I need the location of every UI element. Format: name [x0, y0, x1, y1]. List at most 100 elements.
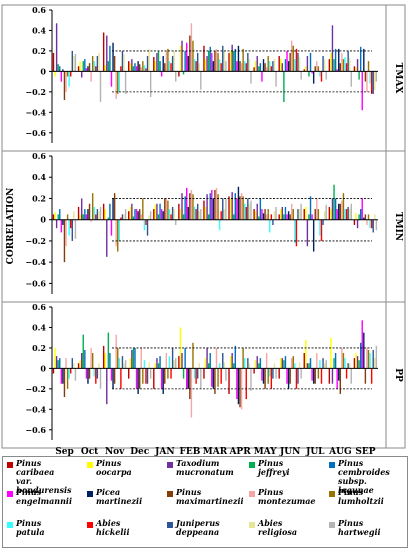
bar: [225, 198, 227, 220]
legend-label: Taxodium mucronatum: [176, 459, 234, 477]
bar: [66, 214, 69, 220]
bar: [135, 368, 138, 389]
bar: [217, 194, 219, 220]
bar: [164, 198, 166, 220]
bar: [171, 206, 174, 220]
bar: [167, 200, 169, 220]
bar: [52, 52, 55, 72]
bar: [254, 211, 257, 220]
bar: [187, 56, 189, 72]
bar: [134, 209, 136, 220]
bar: [120, 217, 122, 220]
bar: [93, 61, 95, 72]
bar: [323, 59, 326, 72]
bar: [77, 206, 80, 220]
y-tick-label: 0.6: [32, 5, 46, 15]
bar: [95, 214, 97, 220]
bar: [178, 203, 180, 220]
bar: [57, 360, 59, 369]
bar: [250, 71, 252, 84]
bar: [120, 368, 122, 389]
bar: [228, 52, 230, 72]
panel-pp: 0.6 0.4 0.2 0 −0.2 −0.4 −0.6 PP: [2, 301, 405, 448]
bar: [52, 214, 55, 220]
y-tick-label: −0.4: [25, 257, 46, 267]
bar: [361, 198, 363, 220]
bar: [153, 368, 155, 389]
panel-tmax: 0.6 0.4 0.2 0 −0.2 −0.4 −0.6 TMAX: [25, 5, 403, 151]
bar: [132, 347, 135, 369]
bar: [245, 368, 247, 400]
legend-label-line: mucronatum: [176, 467, 234, 477]
y-axis-label: CORRELATION: [6, 188, 16, 265]
bar: [140, 214, 142, 220]
legend-label: Pinus patula: [16, 519, 45, 537]
bar: [278, 56, 280, 72]
bar: [182, 214, 185, 220]
bar: [113, 368, 116, 384]
bar: [148, 362, 150, 369]
bar: [120, 66, 122, 72]
x-category-label: MAY: [254, 447, 277, 456]
bar: [350, 203, 352, 220]
bar: [333, 59, 335, 72]
bar: [264, 63, 266, 72]
bar: [341, 347, 343, 369]
legend-swatch: [167, 522, 173, 528]
bar: [186, 42, 188, 72]
bar: [333, 358, 335, 369]
bar: [375, 345, 378, 369]
bar: [363, 217, 365, 220]
bar: [112, 198, 114, 220]
bar: [198, 211, 200, 220]
bar: [364, 368, 367, 384]
bar: [283, 360, 285, 369]
bar: [244, 61, 246, 72]
bar: [355, 353, 357, 369]
bar: [353, 66, 356, 72]
bar: [223, 362, 226, 369]
bar: [123, 363, 125, 369]
bar: [112, 42, 114, 72]
bar: [99, 206, 102, 220]
bar: [54, 71, 56, 77]
bar: [336, 368, 338, 389]
bar: [323, 211, 326, 220]
bar: [74, 368, 77, 381]
bar: [358, 214, 360, 220]
y-tick-label: 0.4: [32, 25, 46, 35]
bar: [364, 71, 367, 82]
bar: [278, 214, 280, 220]
bar: [164, 368, 166, 384]
bar: [104, 353, 106, 369]
bar: [118, 219, 121, 241]
bar: [211, 368, 213, 387]
bar: [245, 63, 247, 72]
bar: [261, 71, 263, 82]
legend-label-line: subsp. lagunae: [338, 476, 374, 495]
bar: [143, 219, 146, 231]
x-category-label: APR: [228, 447, 251, 456]
bar: [146, 219, 149, 236]
bar: [215, 48, 218, 72]
y-tick-label: −0.4: [25, 404, 46, 414]
bar: [233, 363, 235, 369]
bar: [196, 368, 199, 379]
bar: [71, 358, 73, 369]
bar: [367, 61, 370, 72]
bar: [292, 356, 294, 369]
bar: [345, 368, 348, 379]
bar: [99, 71, 102, 103]
bar: [236, 198, 238, 220]
legend-swatch: [7, 462, 13, 468]
bar: [325, 204, 327, 220]
bar: [131, 203, 133, 220]
bar: [124, 209, 127, 220]
bar: [59, 358, 61, 369]
bar: [336, 209, 338, 220]
bar: [317, 66, 320, 72]
bar: [121, 356, 124, 369]
bar: [214, 189, 216, 220]
bar: [300, 203, 302, 220]
bar: [134, 347, 136, 369]
